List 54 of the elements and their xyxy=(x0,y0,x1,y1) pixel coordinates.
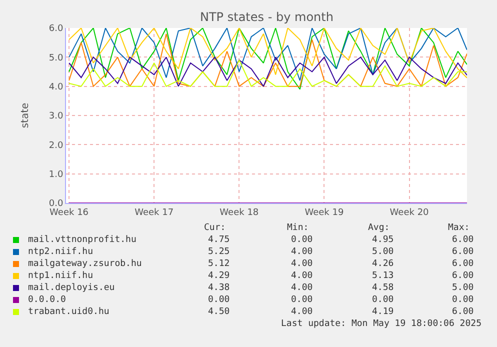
y-tick-label: 2.0 xyxy=(48,140,64,151)
text: Min: xyxy=(287,223,309,233)
text: 0.00 xyxy=(291,235,313,245)
y-tick-label: 6.0 xyxy=(48,24,64,34)
y-tick-label: 5.0 xyxy=(48,53,64,64)
text: 4.29 xyxy=(208,271,230,281)
text: 4.19 xyxy=(372,307,394,317)
text: 6.00 xyxy=(452,307,474,317)
text: Last update: Mon May 19 18:00:06 2025 xyxy=(281,319,482,329)
text: 5.00 xyxy=(452,283,474,293)
text: Max: xyxy=(448,223,470,233)
y-axis-title: state xyxy=(20,102,31,128)
y-tick-label: 1.0 xyxy=(48,170,64,180)
text: 6.00 xyxy=(452,259,474,269)
text: 5.00 xyxy=(372,247,394,257)
text: 4.95 xyxy=(372,235,394,245)
text: 0.00 xyxy=(452,295,474,305)
text: 4.00 xyxy=(291,307,313,317)
text: 0.00 xyxy=(208,295,230,305)
y-tick-label: 4.0 xyxy=(48,82,64,92)
text: 6.00 xyxy=(452,235,474,245)
text: 6.00 xyxy=(452,247,474,257)
text: Avg: xyxy=(368,223,390,233)
y-tick-label: 0.0 xyxy=(48,199,64,210)
text: 6.00 xyxy=(452,271,474,281)
text: 4.58 xyxy=(372,283,394,293)
x-tick-label: Week 16 xyxy=(50,208,89,218)
text: 4.26 xyxy=(372,259,394,269)
text: 4.00 xyxy=(291,259,313,269)
text: 0.00 xyxy=(372,295,394,305)
legend-label: 0.0.0.0 xyxy=(28,295,66,305)
x-tick-label: Week 19 xyxy=(304,208,344,218)
text: 0.00 xyxy=(291,295,313,305)
legend-label: mail.deployis.eu xyxy=(28,283,115,293)
x-tick-label: Week 18 xyxy=(220,208,259,218)
text: 4.50 xyxy=(208,307,230,317)
text: 4.38 xyxy=(208,283,230,293)
x-tick-label: Week 20 xyxy=(390,208,430,218)
text: 5.25 xyxy=(208,247,230,257)
legend-label: ntp2.niif.hu xyxy=(28,247,94,257)
text: 5.12 xyxy=(208,259,230,269)
text: 4.00 xyxy=(291,271,313,281)
chart-title: NTP states - by month xyxy=(200,10,334,24)
legend-label: mailgateway.zsurob.hu xyxy=(28,259,142,269)
text: 4.00 xyxy=(291,247,313,257)
text: Cur: xyxy=(204,223,226,233)
legend-label: trabant.uid0.hu xyxy=(28,307,110,317)
y-tick-label: 3.0 xyxy=(48,112,64,122)
text: 5.13 xyxy=(372,271,394,281)
text: 4.00 xyxy=(291,283,313,293)
legend-label: ntp1.niif.hu xyxy=(28,271,94,281)
x-tick-label: Week 17 xyxy=(134,208,174,218)
text: 4.75 xyxy=(208,235,230,245)
legend-label: mail.vttnonprofit.hu xyxy=(28,235,136,245)
